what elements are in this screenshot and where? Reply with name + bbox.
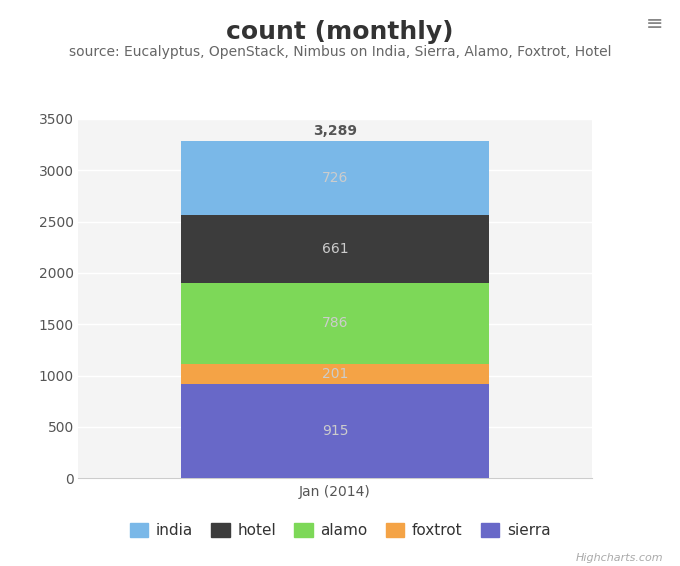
Text: 661: 661 [322,242,348,256]
Text: 915: 915 [322,424,348,438]
Bar [181,140,489,215]
Legend: india, hotel, alamo, foxtrot, sierra: india, hotel, alamo, foxtrot, sierra [124,517,556,544]
Bar [181,283,489,364]
Bar [181,384,489,478]
Bar [181,364,489,384]
Text: 726: 726 [322,171,348,185]
Text: source: Eucalyptus, OpenStack, Nimbus on India, Sierra, Alamo, Foxtrot, Hotel: source: Eucalyptus, OpenStack, Nimbus on… [69,45,611,59]
Text: 201: 201 [322,367,348,381]
Text: ≡: ≡ [645,14,663,34]
Bar [181,215,489,283]
Text: count (monthly): count (monthly) [226,20,454,44]
Text: 3,289: 3,289 [313,125,357,139]
Text: Highcharts.com: Highcharts.com [575,553,663,563]
Text: 786: 786 [322,316,348,331]
